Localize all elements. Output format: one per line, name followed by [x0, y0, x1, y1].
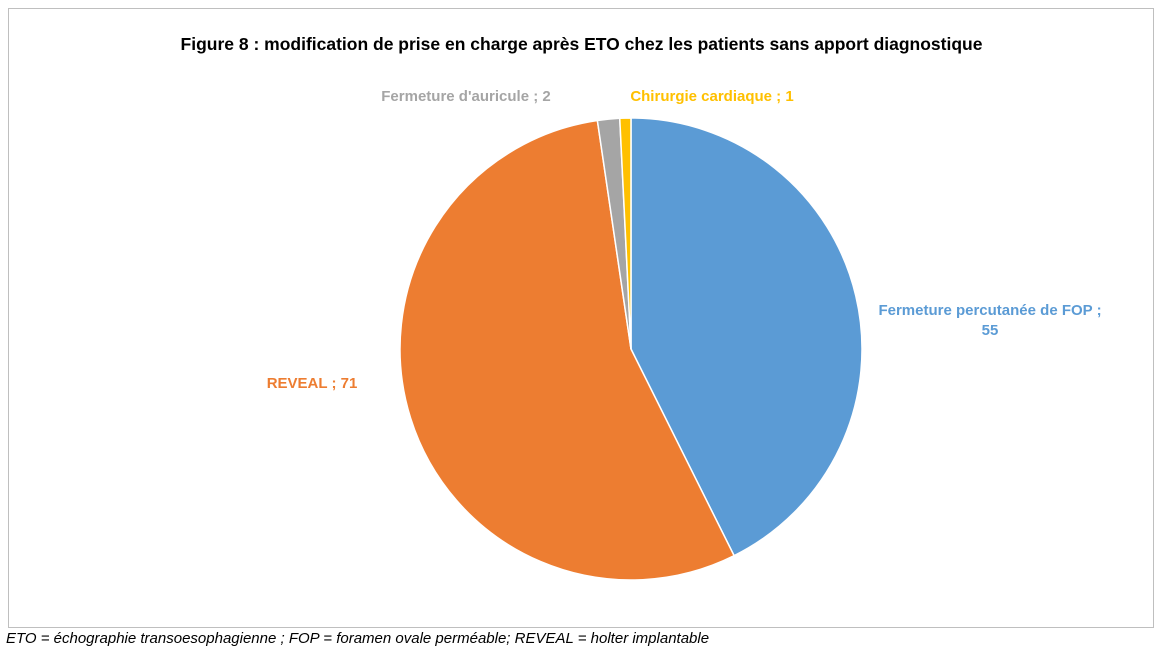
pie-slice: [630, 117, 863, 557]
pie-slice: [618, 117, 632, 350]
pie-slice: [399, 119, 736, 581]
chart-frame: [8, 8, 1154, 628]
data-label: Chirurgie cardiaque ; 1: [630, 88, 794, 105]
data-label: REVEAL ; 71: [266, 375, 358, 392]
data-label: Fermeture d'auricule ; 2: [381, 88, 551, 105]
chart-title: Figure 8 : modification de prise en char…: [180, 34, 983, 54]
footnote: ETO = échographie transoesophagienne ; F…: [6, 630, 710, 647]
data-label: Fermeture percutanée de FOP ; 55: [878, 302, 1102, 339]
